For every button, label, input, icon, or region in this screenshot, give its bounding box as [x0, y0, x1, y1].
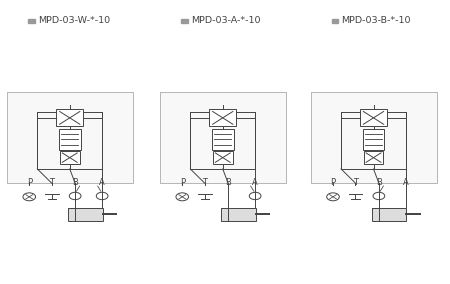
- Bar: [341, 112, 406, 169]
- Bar: [209, 109, 236, 126]
- Bar: [364, 151, 383, 164]
- Bar: [212, 129, 234, 150]
- Bar: [60, 151, 80, 164]
- Text: MPD-03-A-*-10: MPD-03-A-*-10: [191, 16, 260, 25]
- Bar: [332, 19, 338, 23]
- Text: A: A: [252, 178, 258, 187]
- Text: P: P: [330, 178, 336, 187]
- Bar: [37, 112, 102, 169]
- Text: B: B: [376, 178, 382, 187]
- Text: T: T: [202, 178, 207, 187]
- Bar: [372, 208, 406, 221]
- Text: T: T: [353, 178, 358, 187]
- Text: A: A: [403, 178, 409, 187]
- Bar: [190, 112, 255, 169]
- Bar: [28, 19, 35, 23]
- Text: B: B: [72, 178, 78, 187]
- Bar: [363, 129, 384, 150]
- Bar: [360, 109, 387, 126]
- Bar: [213, 151, 233, 164]
- Text: A: A: [99, 178, 105, 187]
- Bar: [181, 19, 188, 23]
- Bar: [221, 208, 256, 221]
- Bar: [310, 92, 436, 183]
- Text: T: T: [49, 178, 54, 187]
- Text: B: B: [225, 178, 231, 187]
- Bar: [56, 109, 83, 126]
- Bar: [7, 92, 133, 183]
- Text: MPD-03-W-*-10: MPD-03-W-*-10: [38, 16, 110, 25]
- Text: MPD-03-B-*-10: MPD-03-B-*-10: [342, 16, 411, 25]
- Bar: [68, 208, 103, 221]
- Text: P: P: [27, 178, 32, 187]
- Bar: [160, 92, 286, 183]
- Text: P: P: [180, 178, 185, 187]
- Bar: [59, 129, 81, 150]
